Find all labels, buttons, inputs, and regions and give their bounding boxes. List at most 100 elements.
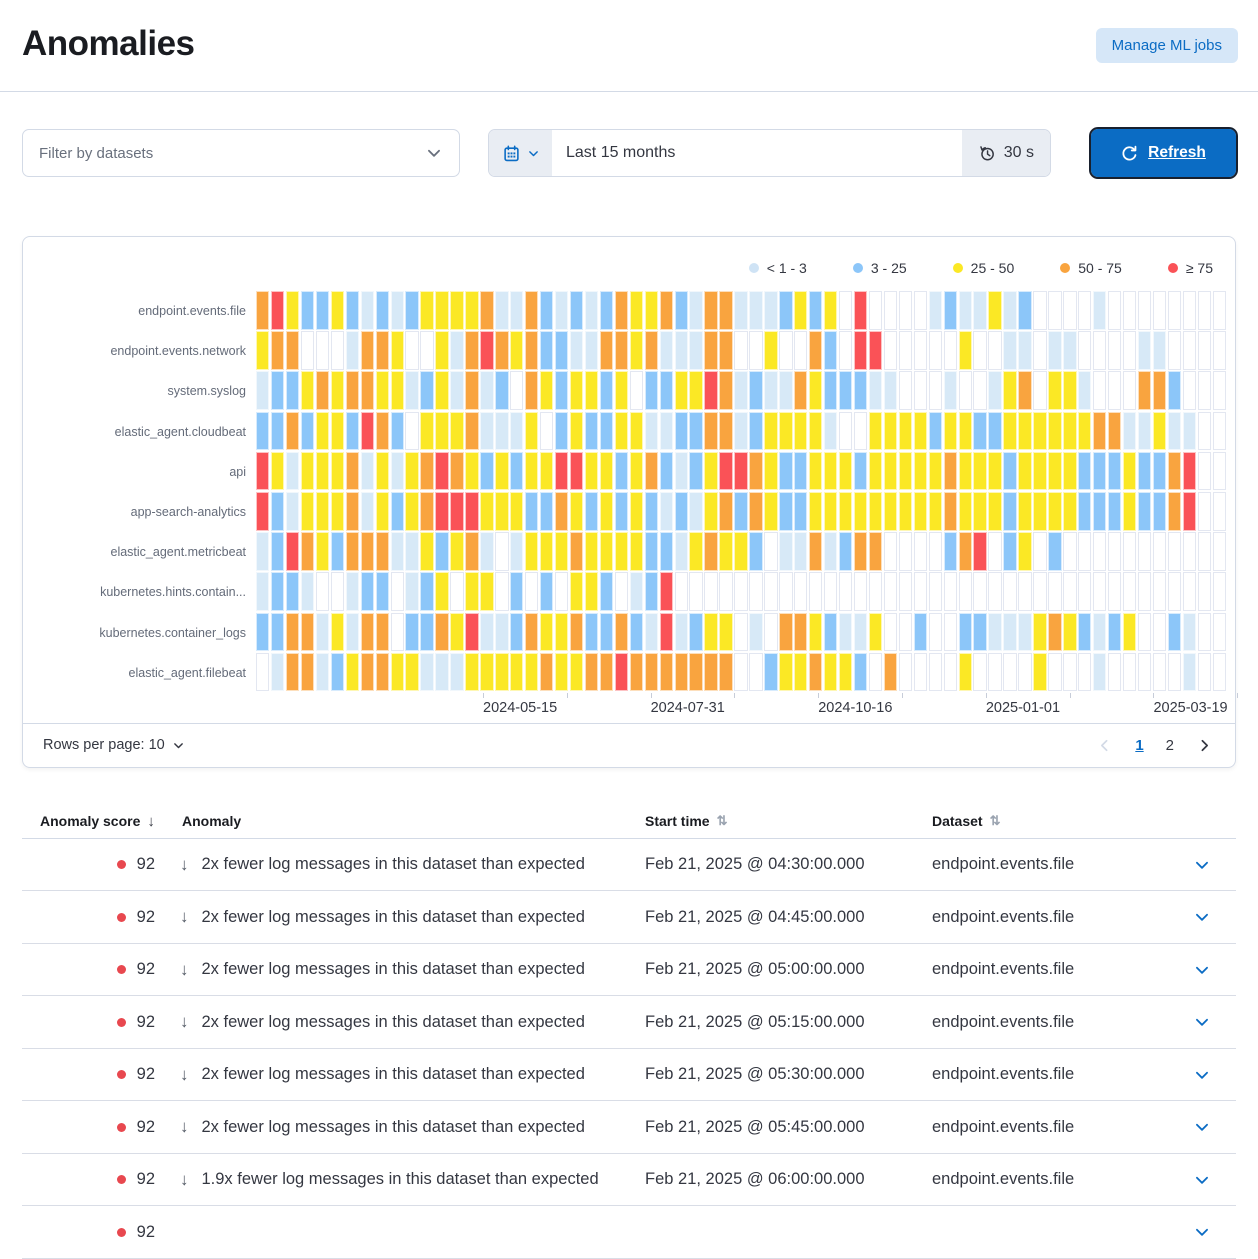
heatmap-cell[interactable]	[300, 451, 315, 491]
heatmap-cell[interactable]	[1063, 331, 1077, 370]
heatmap-cell[interactable]	[689, 371, 703, 411]
heatmap-cell[interactable]	[450, 451, 464, 491]
heatmap-cell[interactable]	[270, 371, 285, 411]
heatmap-cell[interactable]	[973, 451, 987, 491]
heatmap-cell[interactable]	[719, 612, 733, 652]
heatmap-cell[interactable]	[764, 331, 778, 370]
heatmap-cell[interactable]	[794, 411, 808, 451]
heatmap-cell[interactable]	[1182, 491, 1197, 531]
heatmap-cell[interactable]	[838, 652, 853, 692]
heatmap-cell[interactable]	[913, 491, 928, 531]
heatmap-cell[interactable]	[584, 572, 599, 611]
heatmap-cell[interactable]	[1108, 331, 1122, 370]
heatmap-cell[interactable]	[629, 451, 644, 491]
heatmap-cell[interactable]	[540, 331, 554, 370]
heatmap-cell[interactable]	[824, 291, 838, 330]
heatmap-cell[interactable]	[1212, 371, 1226, 411]
heatmap-cell[interactable]	[898, 532, 913, 571]
heatmap-cell[interactable]	[1033, 572, 1047, 611]
heatmap-cell[interactable]	[644, 532, 658, 571]
heatmap-cell[interactable]	[853, 652, 868, 692]
heatmap-cell[interactable]	[988, 331, 1002, 370]
dataset-filter-select[interactable]: Filter by datasets	[22, 129, 460, 177]
heatmap-cell[interactable]	[629, 331, 644, 370]
heatmap-cell[interactable]	[1033, 291, 1047, 330]
heatmap-cell[interactable]	[1182, 532, 1197, 571]
heatmap-cell[interactable]	[584, 371, 599, 411]
heatmap-cell[interactable]	[420, 612, 434, 652]
heatmap-cell[interactable]	[943, 451, 957, 491]
heatmap-cell[interactable]	[883, 371, 898, 411]
heatmap-cell[interactable]	[943, 532, 957, 571]
heatmap-cell[interactable]	[719, 572, 733, 611]
heatmap-cell[interactable]	[614, 491, 629, 531]
heatmap-cell[interactable]	[868, 371, 883, 411]
heatmap-cell[interactable]	[853, 371, 868, 411]
heatmap-cell[interactable]	[300, 491, 315, 531]
heatmap-cell[interactable]	[569, 371, 584, 411]
heatmap-cell[interactable]	[569, 572, 584, 611]
refresh-button[interactable]: Refresh	[1089, 127, 1238, 179]
heatmap-cell[interactable]	[659, 572, 673, 611]
heatmap-cell[interactable]	[1018, 652, 1032, 692]
heatmap-cell[interactable]	[1197, 612, 1212, 652]
heatmap-cell[interactable]	[569, 291, 584, 330]
heatmap-cell[interactable]	[1108, 451, 1122, 491]
heatmap-cell[interactable]	[614, 612, 629, 652]
heatmap-cell[interactable]	[1137, 331, 1152, 370]
heatmap-cell[interactable]	[285, 572, 300, 611]
heatmap-cell[interactable]	[256, 652, 270, 692]
heatmap-cell[interactable]	[838, 331, 853, 370]
heatmap-cell[interactable]	[629, 411, 644, 451]
heatmap-cell[interactable]	[465, 532, 479, 571]
heatmap-cell[interactable]	[749, 612, 763, 652]
heatmap-cell[interactable]	[749, 371, 763, 411]
heatmap-cell[interactable]	[1003, 371, 1017, 411]
heatmap-cell[interactable]	[465, 572, 479, 611]
heatmap-cell[interactable]	[674, 411, 688, 451]
heatmap-cell[interactable]	[1063, 652, 1077, 692]
heatmap-cell[interactable]	[644, 411, 658, 451]
heatmap-cell[interactable]	[1137, 291, 1152, 330]
heatmap-cell[interactable]	[1048, 331, 1062, 370]
heatmap-cell[interactable]	[495, 291, 509, 330]
heatmap-cell[interactable]	[1197, 291, 1212, 330]
heatmap-cell[interactable]	[390, 371, 404, 411]
heatmap-cell[interactable]	[360, 331, 374, 370]
column-header-dataset[interactable]: Dataset ⇅	[932, 813, 1167, 829]
heatmap-cell[interactable]	[584, 612, 599, 652]
heatmap-cell[interactable]	[674, 532, 688, 571]
heatmap-cell[interactable]	[614, 291, 629, 330]
heatmap-cell[interactable]	[1063, 451, 1077, 491]
heatmap-cell[interactable]	[1078, 291, 1092, 330]
heatmap-cell[interactable]	[390, 572, 404, 611]
heatmap-cell[interactable]	[360, 572, 374, 611]
heatmap-cell[interactable]	[1122, 371, 1137, 411]
heatmap-cell[interactable]	[749, 451, 763, 491]
legend-item[interactable]: 25 - 50	[952, 260, 1014, 276]
heatmap-cell[interactable]	[1018, 331, 1032, 370]
heatmap-cell[interactable]	[375, 331, 389, 370]
heatmap-cell[interactable]	[883, 291, 898, 330]
heatmap-cell[interactable]	[300, 331, 315, 370]
heatmap-cell[interactable]	[913, 532, 928, 571]
heatmap-cell[interactable]	[435, 532, 449, 571]
heatmap-cell[interactable]	[420, 411, 434, 451]
heatmap-cell[interactable]	[734, 532, 748, 571]
heatmap-cell[interactable]	[495, 451, 509, 491]
heatmap-cell[interactable]	[1003, 451, 1017, 491]
pagination-previous-button[interactable]	[1096, 737, 1113, 754]
heatmap-cell[interactable]	[1018, 572, 1032, 611]
heatmap-cell[interactable]	[1033, 331, 1047, 370]
expand-row-button[interactable]	[1193, 1066, 1211, 1084]
heatmap-cell[interactable]	[1197, 572, 1212, 611]
heatmap-cell[interactable]	[256, 371, 270, 411]
heatmap-cell[interactable]	[943, 411, 957, 451]
heatmap-cell[interactable]	[405, 331, 419, 370]
heatmap-cell[interactable]	[1122, 491, 1137, 531]
heatmap-cell[interactable]	[1063, 572, 1077, 611]
heatmap-cell[interactable]	[435, 331, 449, 370]
heatmap-cell[interactable]	[973, 411, 987, 451]
heatmap-cell[interactable]	[1063, 612, 1077, 652]
heatmap-cell[interactable]	[569, 411, 584, 451]
